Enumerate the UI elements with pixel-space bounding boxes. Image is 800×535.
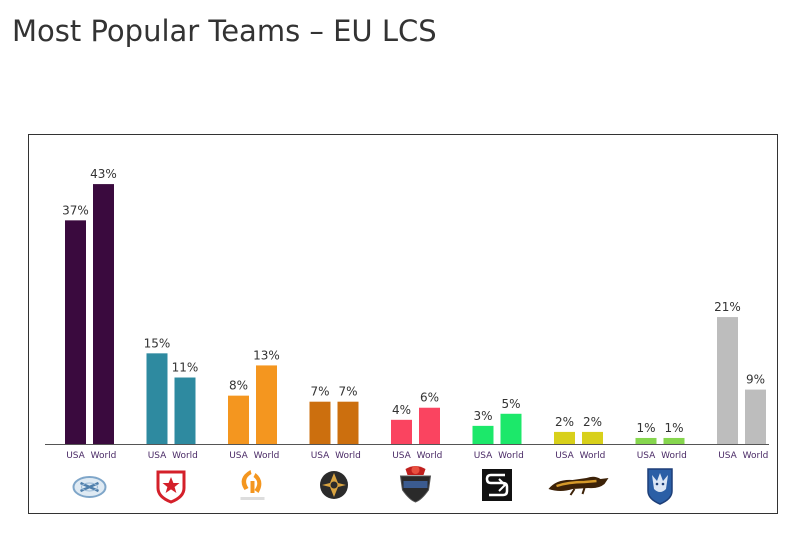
copenhagen-wolves-logo-icon — [548, 476, 609, 496]
bar-world — [582, 431, 603, 444]
bar-chart: 37% USA 43% World 15% USA 11% World 8% USA 13% Worl… — [45, 167, 769, 505]
fnatic-logo-icon — [240, 470, 265, 500]
bar-usa — [472, 425, 494, 444]
bar-tick-label: World — [254, 451, 280, 461]
millenium-logo-icon — [647, 468, 673, 505]
bar-tick-label: USA — [311, 451, 330, 461]
bar-value-label: 21% — [714, 300, 741, 314]
bar-tick-label: USA — [474, 451, 493, 461]
bar-usa — [391, 419, 412, 444]
bar-tick-label: World — [743, 451, 769, 461]
team-group: 3% USA 5% World — [472, 397, 524, 501]
bar-value-label: 3% — [473, 409, 492, 423]
bar-tick-label: World — [580, 451, 606, 461]
team-group: 8% USA 13% World — [228, 348, 280, 500]
bar-world — [174, 377, 196, 444]
bar-usa — [228, 395, 249, 444]
bar-value-label: 7% — [338, 385, 357, 399]
bar-usa — [146, 353, 168, 444]
team-group: 37% USA 43% World — [62, 167, 117, 498]
team-group: 2% USA 2% World — [548, 415, 609, 496]
team-group: 1% USA 1% World — [635, 421, 687, 505]
bar-value-label: 1% — [636, 421, 655, 435]
team-group: 4% USA 6% World — [391, 391, 443, 503]
bar-tick-label: USA — [229, 451, 248, 461]
bar-value-label: 4% — [392, 403, 411, 417]
bar-tick-label: World — [661, 451, 687, 461]
bar-usa — [635, 437, 657, 444]
team-group: 21% USA 9% World — [714, 300, 768, 461]
bar-world — [256, 365, 277, 444]
bar-usa — [554, 431, 575, 444]
bar-value-label: 37% — [62, 203, 89, 217]
bar-value-label: 13% — [253, 348, 280, 362]
bar-value-label: 7% — [310, 385, 329, 399]
chart-frame: 37% USA 43% World 15% USA 11% World 8% USA 13% Worl… — [28, 134, 778, 514]
alliance-logo-icon — [399, 466, 432, 503]
bar-usa — [717, 317, 738, 444]
bar-tick-label: USA — [392, 451, 411, 461]
elements-logo-icon — [72, 476, 107, 498]
sk-gaming-logo-icon — [482, 469, 512, 501]
bar-value-label: 9% — [746, 373, 765, 387]
bar-tick-label: World — [335, 451, 361, 461]
bar-value-label: 2% — [555, 415, 574, 429]
bar-tick-label: USA — [718, 451, 737, 461]
bar-world — [500, 413, 522, 444]
bar-value-label: 2% — [583, 415, 602, 429]
team-group: 7% USA 7% World — [309, 385, 361, 499]
bar-world — [745, 389, 766, 444]
bar-value-label: 6% — [420, 391, 439, 405]
bar-usa — [309, 401, 331, 444]
bar-value-label: 1% — [664, 421, 683, 435]
bar-value-label: 43% — [90, 167, 117, 181]
bar-value-label: 11% — [172, 361, 199, 375]
bar-value-label: 5% — [501, 397, 520, 411]
bar-world — [337, 401, 359, 444]
bar-tick-label: World — [172, 451, 198, 461]
bar-value-label: 8% — [229, 379, 248, 393]
team-group: 15% USA 11% World — [144, 336, 199, 504]
bar-tick-label: World — [417, 451, 443, 461]
bar-world — [93, 184, 114, 444]
nip-logo-icon — [320, 471, 348, 499]
gambit-logo-icon — [156, 470, 186, 504]
bar-value-label: 15% — [144, 336, 171, 350]
bar-world — [663, 437, 685, 444]
bar-tick-label: USA — [555, 451, 574, 461]
bar-usa — [65, 220, 86, 444]
bar-tick-label: USA — [148, 451, 167, 461]
chart-title: Most Popular Teams – EU LCS — [12, 14, 437, 48]
bar-tick-label: World — [498, 451, 524, 461]
bar-tick-label: World — [91, 451, 117, 461]
bar-tick-label: USA — [66, 451, 85, 461]
bar-world — [419, 407, 440, 444]
bar-tick-label: USA — [637, 451, 656, 461]
